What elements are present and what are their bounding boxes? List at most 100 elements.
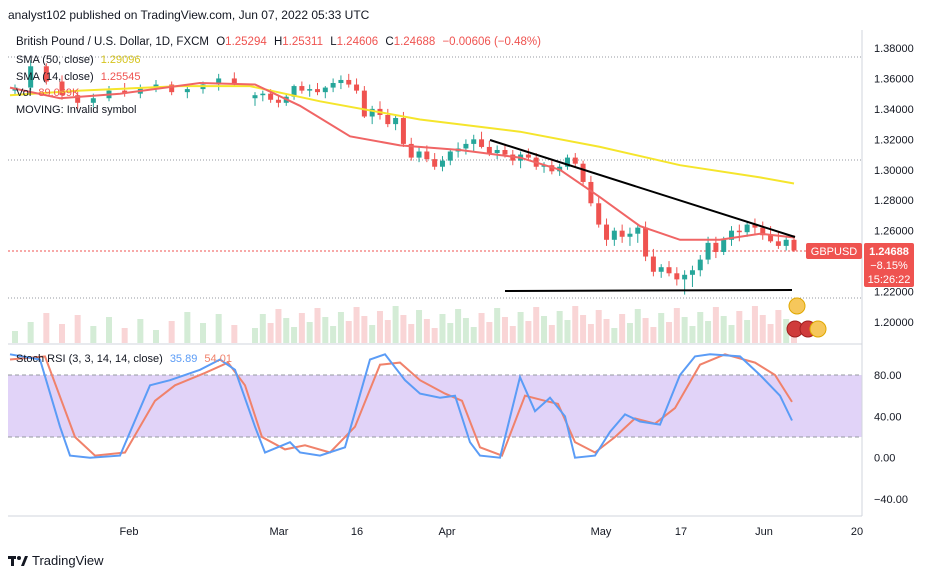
- sma50-label: SMA (50, close): [16, 54, 94, 66]
- volume-bar: [392, 306, 399, 343]
- candle-body: [611, 230, 617, 240]
- volume-bar: [267, 323, 274, 343]
- candle-body: [400, 118, 406, 144]
- volume-bar: [12, 331, 18, 343]
- candle-body: [752, 224, 758, 228]
- volume-bar: [587, 324, 594, 343]
- candle-body: [494, 149, 500, 154]
- rsi-tick-label: 40.00: [874, 411, 902, 423]
- candle-body: [502, 149, 508, 155]
- sma14-label: SMA (14, close): [16, 71, 94, 83]
- candle-body: [424, 151, 430, 160]
- sma14-legend: SMA (14, close) 1.25545: [16, 71, 140, 83]
- price-axis: 1.38000 1.36000 1.34000 1.32000 1.30000 1.280…: [874, 43, 914, 329]
- volume-bar: [184, 312, 191, 343]
- candle-body: [252, 95, 258, 99]
- candle-body: [385, 114, 391, 125]
- moving-legend: MOVING: Invalid symbol: [16, 104, 136, 116]
- rsi-tick-label: 0.00: [874, 453, 895, 465]
- volume-bar: [486, 322, 493, 343]
- volume-label: Vol: [16, 87, 31, 99]
- candle-body: [689, 270, 695, 275]
- volume-bar: [259, 314, 266, 343]
- volume-bars: [12, 306, 797, 343]
- candle-body: [682, 274, 688, 280]
- candle-body: [760, 227, 766, 236]
- volume-bar: [572, 306, 579, 343]
- candle-body: [59, 81, 65, 96]
- candle-body: [416, 151, 422, 158]
- price-tick-label: 1.26000: [874, 226, 914, 238]
- high-value: 1.25311: [282, 36, 323, 48]
- tradingview-logo-icon: [8, 555, 28, 566]
- rsi-band: [8, 375, 862, 437]
- volume-bar: [345, 321, 352, 343]
- uk-flag-icon[interactable]: [788, 297, 806, 315]
- stoch-legend: Stoch RSI (3, 3, 14, 14, close) 35.89 54…: [16, 353, 232, 365]
- time-tick-label: Jun: [755, 526, 773, 538]
- time-axis: Feb Mar 16 Apr May 17 Jun 20: [120, 526, 864, 538]
- volume-bar: [517, 312, 524, 343]
- volume-bar: [431, 328, 438, 343]
- candle-body: [268, 93, 274, 100]
- volume-bar: [697, 312, 704, 343]
- volume-bar: [314, 308, 321, 343]
- volume-bar: [416, 310, 423, 343]
- price-tick-label: 1.38000: [874, 43, 914, 55]
- candle-body: [791, 239, 797, 251]
- candle-body: [354, 84, 360, 91]
- volume-bar: [306, 322, 313, 343]
- time-tick-label: 17: [675, 526, 687, 538]
- price-badge-group: GBPUSD 1.24688 −8.15% 15:26:22: [806, 243, 914, 287]
- volume-bar: [666, 322, 673, 343]
- sma14-value: 1.25545: [101, 71, 141, 83]
- price-tick-label: 1.22000: [874, 287, 914, 299]
- volume-bar: [153, 330, 159, 343]
- volume-bar: [736, 311, 743, 343]
- candle-body: [486, 146, 492, 154]
- price-tick-label: 1.28000: [874, 195, 914, 207]
- economic-events[interactable]: [786, 297, 827, 338]
- candle-body: [75, 95, 81, 103]
- volume-bar: [775, 310, 782, 343]
- volume-bar: [728, 325, 735, 343]
- candle-body: [90, 98, 96, 103]
- volume-bar: [291, 327, 298, 343]
- uk-flag-icon-2[interactable]: [809, 320, 827, 338]
- candle-body: [432, 159, 438, 167]
- volume-bar: [361, 316, 368, 343]
- price-tick-label: 1.20000: [874, 317, 914, 329]
- low-value: 1.24606: [337, 36, 379, 48]
- volume-bar: [494, 308, 501, 343]
- candle-body: [463, 143, 469, 149]
- volume-bar: [215, 314, 222, 343]
- candle-body: [580, 163, 586, 182]
- stoch-d-line: [9, 353, 793, 457]
- price-badge-timer: 15:26:22: [868, 274, 911, 286]
- candle-body: [744, 224, 750, 233]
- volume-bar: [626, 323, 633, 343]
- candle-body: [783, 239, 789, 246]
- candle-body: [650, 256, 656, 272]
- time-tick-label: 16: [351, 526, 363, 538]
- volume-bar: [137, 319, 144, 343]
- volume-bar: [353, 307, 360, 343]
- candle-body: [666, 267, 672, 274]
- price-tick-label: 1.30000: [874, 165, 914, 177]
- volume-bar: [59, 324, 65, 343]
- tradingview-footer[interactable]: TradingView: [8, 553, 104, 568]
- symbol-badge-text: GBPUSD: [811, 246, 858, 258]
- volume-bar: [673, 308, 680, 343]
- sma50-legend: SMA (50, close) 1.29096: [16, 54, 140, 66]
- volume-bar: [423, 319, 430, 343]
- volume-bar: [275, 309, 282, 343]
- volume-bar: [712, 307, 719, 343]
- candle-body: [361, 90, 367, 117]
- candle-body: [697, 259, 703, 271]
- time-tick-label: Feb: [120, 526, 139, 538]
- candle-body: [439, 160, 445, 167]
- symbol-badge: [806, 243, 862, 259]
- volume-bar: [705, 321, 712, 343]
- volume-bar: [720, 316, 727, 343]
